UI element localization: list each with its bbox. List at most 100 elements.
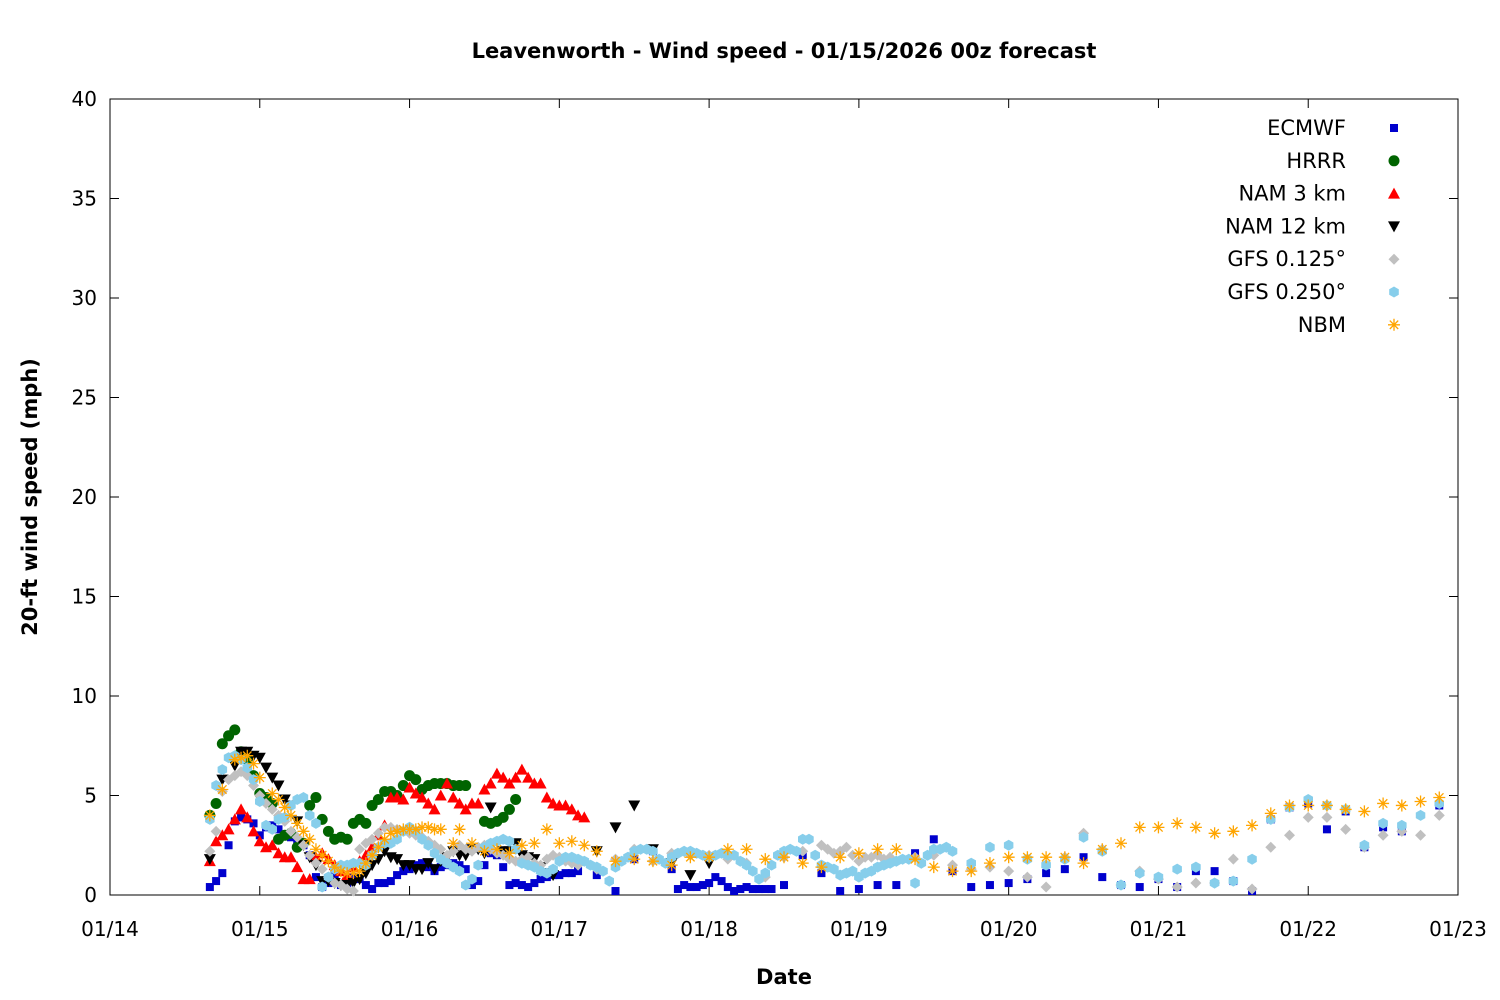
- data-point: [522, 771, 535, 783]
- legend-marker: [1388, 187, 1400, 199]
- data-point: [203, 809, 216, 822]
- data-point: [1340, 823, 1352, 835]
- data-point: [1433, 809, 1445, 821]
- data-point: [260, 762, 273, 774]
- data-point: [224, 841, 233, 850]
- data-point: [740, 843, 753, 856]
- data-point: [422, 821, 435, 834]
- data-point: [1002, 851, 1015, 864]
- data-point: [947, 845, 958, 857]
- data-point: [1265, 841, 1277, 853]
- data-point: [341, 867, 354, 880]
- x-tick-label: 01/15: [231, 917, 289, 941]
- data-point: [467, 881, 476, 890]
- data-point: [590, 845, 603, 858]
- data-point: [309, 851, 322, 863]
- legend-label: NAM 12 km: [1225, 214, 1346, 238]
- data-point: [478, 783, 491, 795]
- data-point: [409, 787, 422, 799]
- y-tick-label: 15: [72, 585, 97, 609]
- data-point: [1058, 851, 1071, 864]
- data-point: [1171, 817, 1184, 830]
- data-point: [447, 837, 460, 850]
- data-point: [255, 796, 265, 807]
- data-point: [778, 851, 790, 864]
- data-point: [604, 875, 614, 887]
- data-point: [461, 865, 470, 874]
- data-point: [272, 793, 285, 806]
- data-point: [1098, 873, 1107, 882]
- data-point: [646, 855, 659, 868]
- data-point: [241, 811, 254, 823]
- y-tick-label: 10: [72, 684, 97, 708]
- data-point: [1321, 811, 1333, 823]
- data-point: [524, 883, 533, 892]
- data-point: [515, 763, 528, 775]
- data-point: [222, 823, 235, 835]
- data-point: [441, 777, 453, 789]
- data-point: [1171, 881, 1183, 893]
- data-point: [391, 825, 404, 838]
- data-point: [553, 837, 566, 850]
- data-point: [309, 843, 322, 856]
- data-point: [985, 841, 995, 853]
- x-axis-label: Date: [756, 965, 812, 989]
- data-point: [946, 865, 959, 878]
- data-point: [210, 835, 223, 847]
- data-points: [203, 724, 1446, 897]
- data-point: [453, 797, 466, 809]
- data-point: [548, 863, 558, 875]
- data-point: [1397, 819, 1407, 831]
- data-point: [216, 829, 229, 841]
- data-point: [910, 877, 920, 889]
- data-point: [717, 877, 726, 886]
- x-tick-label: 01/20: [980, 917, 1038, 941]
- data-point: [1247, 853, 1257, 865]
- data-point: [286, 800, 296, 811]
- x-tick-label: 01/17: [531, 917, 589, 941]
- legend-marker: [1388, 318, 1400, 331]
- data-point: [386, 877, 395, 886]
- data-point: [815, 861, 828, 874]
- data-point: [503, 777, 516, 789]
- data-point: [311, 817, 321, 829]
- x-axis: 01/14 01/15 01/16 01/17 01/18 01/19 01/20 01/21…: [81, 99, 1487, 941]
- data-point: [217, 764, 228, 776]
- data-point: [397, 793, 410, 805]
- data-point: [611, 887, 620, 896]
- data-point: [266, 787, 279, 800]
- data-point: [484, 802, 497, 814]
- data-point: [267, 823, 277, 835]
- data-point: [418, 859, 427, 868]
- data-point: [1115, 837, 1127, 850]
- data-point: [416, 864, 429, 876]
- data-point: [1040, 881, 1052, 893]
- data-point: [237, 813, 246, 822]
- data-point: [455, 861, 464, 870]
- data-point: [341, 833, 353, 845]
- data-point: [759, 853, 772, 866]
- data-point: [1208, 827, 1221, 840]
- data-point: [760, 867, 770, 879]
- data-point: [372, 793, 384, 805]
- data-point: [478, 845, 491, 858]
- data-point: [391, 854, 404, 866]
- data-point: [1209, 877, 1220, 889]
- data-point: [311, 873, 320, 882]
- data-point: [1041, 859, 1051, 871]
- data-point: [536, 875, 545, 884]
- data-point: [741, 859, 752, 871]
- x-tick-label: 01/21: [1130, 917, 1188, 941]
- data-point: [1377, 797, 1390, 810]
- data-point: [1040, 851, 1053, 864]
- data-point: [447, 791, 460, 803]
- data-point: [983, 857, 996, 870]
- data-point: [1415, 809, 1426, 821]
- data-point: [1133, 821, 1146, 834]
- data-point: [359, 857, 372, 870]
- data-point: [574, 867, 583, 876]
- data-point: [1210, 867, 1219, 876]
- data-point: [403, 781, 416, 793]
- data-point: [1320, 799, 1333, 812]
- data-point: [967, 883, 976, 892]
